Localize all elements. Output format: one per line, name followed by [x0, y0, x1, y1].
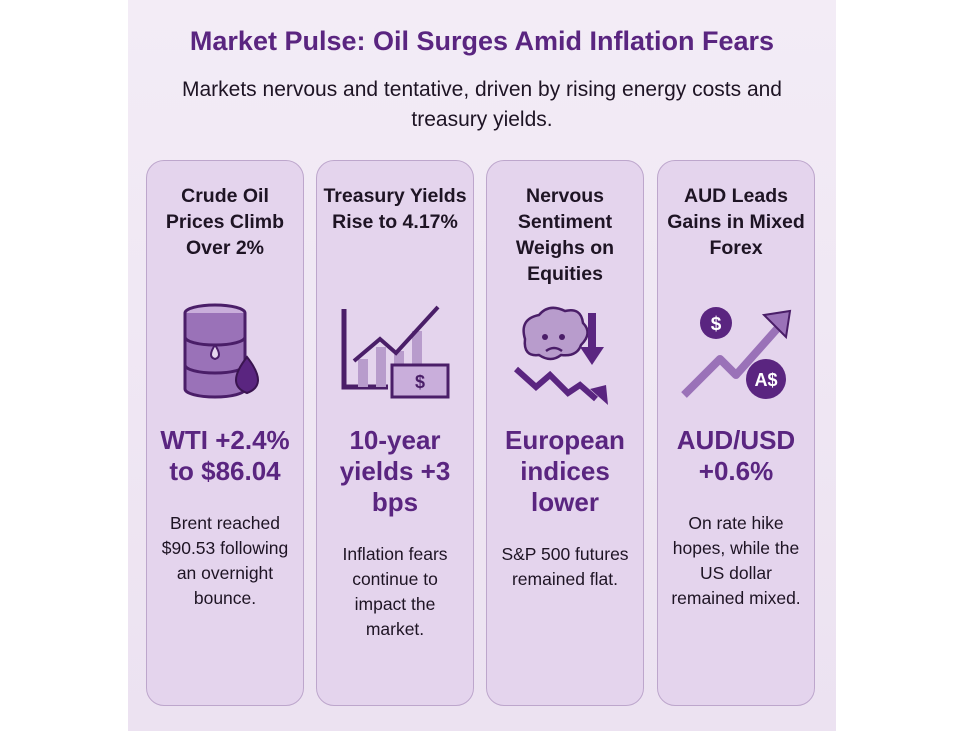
worried-brain-down-arrow-icon — [487, 289, 643, 419]
page-subtitle: Markets nervous and tentative, driven by… — [182, 78, 782, 131]
card-value: 10-year yields +3 bps — [339, 425, 451, 517]
infographic: Market Pulse: Oil Surges Amid Inflation … — [128, 0, 836, 731]
card-heading: Nervous Sentiment Weighs on Equities — [515, 185, 615, 285]
card-crude-oil: Crude Oil Prices Climb Over 2% WTI +2.4%… — [146, 160, 304, 706]
card-value: WTI +2.4% to $86.04 — [160, 425, 290, 486]
currency-up-arrow-icon: $ A$ — [658, 289, 814, 419]
card-description: S&P 500 futures remained flat. — [501, 544, 629, 589]
usd-label: $ — [711, 314, 722, 335]
card-forex: AUD Leads Gains in Mixed Forex $ A$ AUD/… — [657, 160, 815, 706]
card-value: European indices lower — [505, 425, 625, 517]
card-description: On rate hike hopes, while the US dollar … — [671, 513, 801, 608]
card-heading: Treasury Yields Rise to 4.17% — [323, 185, 467, 233]
card-treasury-yields: Treasury Yields Rise to 4.17% $ 10-year … — [316, 160, 474, 706]
card-heading: Crude Oil Prices Climb Over 2% — [165, 185, 285, 259]
page-title: Market Pulse: Oil Surges Amid Inflation … — [189, 26, 775, 56]
card-value: AUD/USD +0.6% — [676, 425, 796, 486]
oil-barrel-icon — [147, 289, 303, 419]
card-description: Brent reached $90.53 following an overni… — [161, 513, 289, 608]
card-heading: AUD Leads Gains in Mixed Forex — [667, 185, 805, 259]
aud-label: A$ — [754, 370, 777, 390]
card-description: Inflation fears continue to impact the m… — [342, 544, 448, 639]
card-equities: Nervous Sentiment Weighs on Equities Eur… — [486, 160, 644, 706]
rising-chart-dollar-icon: $ — [317, 289, 473, 419]
svg-text:$: $ — [414, 372, 424, 392]
